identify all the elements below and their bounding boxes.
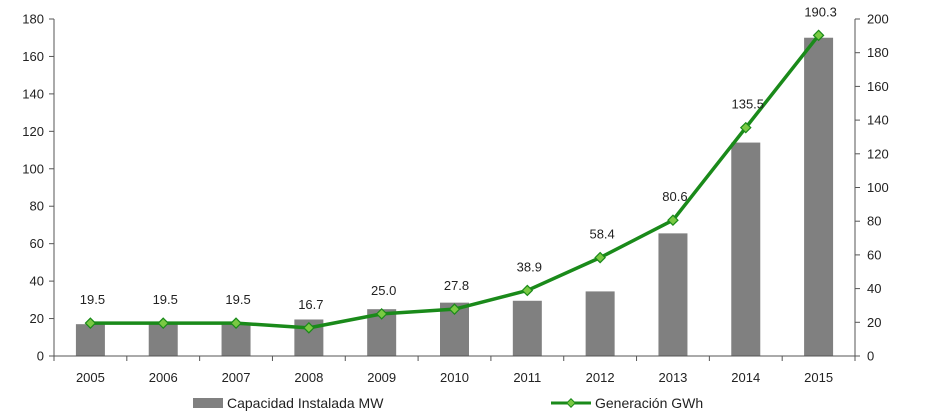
y-right-tick-label: 160 — [867, 79, 889, 94]
data-label: 135.5 — [731, 97, 764, 112]
data-label: 38.9 — [517, 259, 542, 274]
line-point — [448, 303, 461, 316]
data-label: 190.3 — [804, 4, 837, 19]
x-tick-label: 2010 — [440, 370, 469, 385]
x-tick-label: 2013 — [658, 370, 687, 385]
x-tick-label: 2014 — [731, 370, 760, 385]
legend-marker-generacion — [566, 398, 576, 408]
bar — [804, 37, 834, 356]
y-left-tick-label: 0 — [37, 349, 44, 364]
line-point — [230, 317, 242, 329]
x-axis: 2005 2006 2007 2008 2009 2010 2011 2012 2013 2014… — [53, 355, 856, 385]
x-tick-label: 2005 — [76, 370, 105, 385]
line-point — [303, 322, 315, 334]
bar — [75, 324, 105, 356]
x-tick-label: 2009 — [367, 370, 396, 385]
data-label: 16.7 — [298, 297, 323, 312]
bar — [221, 324, 251, 356]
y-left-tick-label: 180 — [22, 12, 44, 27]
data-label: 19.5 — [80, 292, 105, 307]
data-label: 19.5 — [153, 292, 178, 307]
line-point — [739, 121, 752, 134]
bar — [148, 324, 178, 356]
bar — [512, 300, 542, 356]
y-left-tick-label: 100 — [22, 161, 44, 176]
y-right-tick-label: 180 — [867, 45, 889, 60]
line-point — [375, 308, 388, 320]
y-left-tick-label: 40 — [30, 274, 44, 289]
x-tick-label: 2007 — [222, 370, 251, 385]
y-right-tick-label: 200 — [867, 12, 889, 27]
legend-label-generacion: Generación GWh — [595, 395, 703, 411]
y-left-tick-label: 60 — [30, 236, 44, 251]
bar-series — [75, 37, 834, 356]
y-right-tick-label: 0 — [867, 349, 874, 364]
legend: Capacidad Instalada MW Generación GWh — [193, 395, 703, 411]
data-label: 25.0 — [371, 283, 396, 298]
x-tick-label: 2006 — [149, 370, 178, 385]
y-left-tick-label: 140 — [22, 86, 44, 101]
y-right-tick-label: 120 — [867, 146, 889, 161]
y-right-tick-label: 20 — [867, 315, 881, 330]
data-label: 27.8 — [444, 278, 469, 293]
y-axis-left: 0 20 40 60 80 100 120 140 160 180 — [22, 12, 55, 364]
data-label: 80.6 — [662, 189, 687, 204]
bar — [658, 233, 688, 356]
data-label: 58.4 — [589, 227, 614, 242]
legend-swatch-capacidad — [193, 398, 223, 408]
y-left-tick-label: 160 — [22, 49, 44, 64]
line-point — [521, 284, 534, 297]
x-tick-label: 2008 — [294, 370, 323, 385]
y-right-tick-label: 60 — [867, 247, 881, 262]
legend-label-capacidad: Capacidad Instalada MW — [227, 395, 384, 411]
x-tick-label: 2015 — [804, 370, 833, 385]
y-left-tick-label: 80 — [30, 199, 44, 214]
x-tick-label: 2012 — [586, 370, 615, 385]
y-right-tick-label: 140 — [867, 113, 889, 128]
line-point — [84, 317, 97, 329]
y-right-tick-label: 40 — [867, 281, 881, 296]
y-right-tick-label: 80 — [867, 214, 881, 229]
y-left-tick-label: 120 — [22, 124, 44, 139]
y-left-tick-label: 20 — [30, 311, 44, 326]
line-series: 19.5 19.5 19.5 16.7 25.0 27.8 38.9 58.4 80.6 135.… — [80, 4, 837, 334]
line-point — [157, 317, 170, 329]
bar — [585, 291, 615, 356]
x-tick-label: 2011 — [513, 370, 541, 385]
bar — [731, 142, 761, 356]
data-label: 19.5 — [225, 292, 250, 307]
y-right-tick-label: 100 — [867, 180, 889, 195]
line-point — [812, 29, 825, 42]
y-axis-right: 0 20 40 60 80 100 120 140 160 180 200 — [854, 12, 889, 364]
line-point — [594, 251, 606, 264]
line-point — [667, 214, 679, 227]
